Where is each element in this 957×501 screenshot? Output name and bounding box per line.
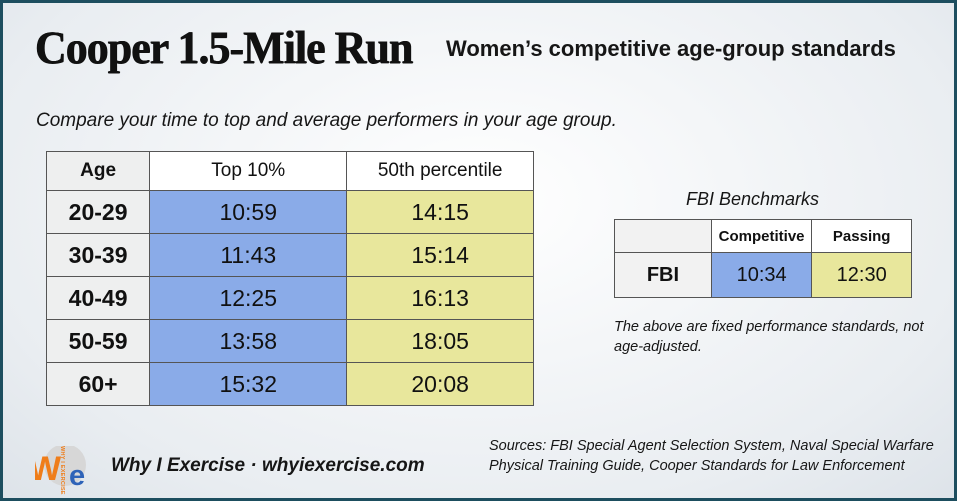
- svg-text:e: e: [69, 460, 85, 492]
- svg-text:W: W: [35, 450, 62, 488]
